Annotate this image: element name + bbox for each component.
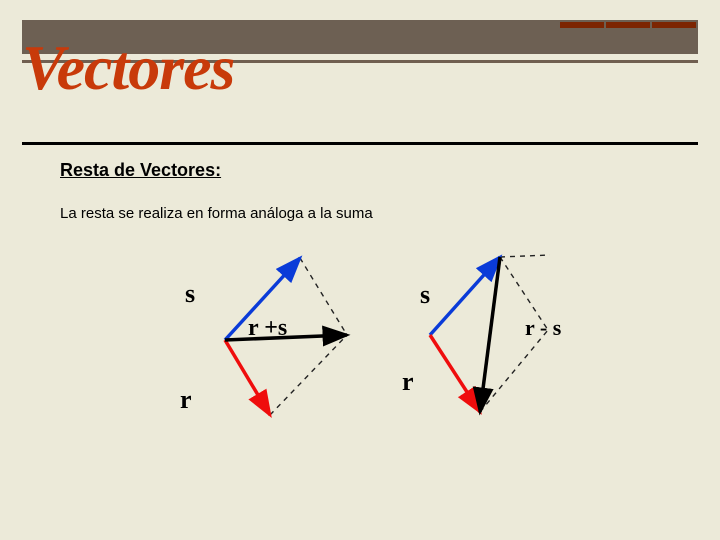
title-underline (22, 142, 698, 145)
header-accent (560, 22, 696, 28)
section-heading: Resta de Vectores: (60, 160, 221, 181)
vector-label: s (185, 279, 195, 309)
body-text: La resta se realiza en forma análoga a l… (60, 205, 373, 222)
vector-label: r (180, 385, 192, 415)
vector-label: r (402, 367, 414, 397)
slide-title: Vectores (22, 36, 234, 100)
vector-label: r +s (248, 315, 287, 342)
vector-label: r - s (525, 315, 561, 341)
diagram-svg (130, 245, 600, 440)
vector-diagrams: s r r +s s r r - s (130, 245, 600, 440)
vector-label: s (420, 280, 430, 310)
